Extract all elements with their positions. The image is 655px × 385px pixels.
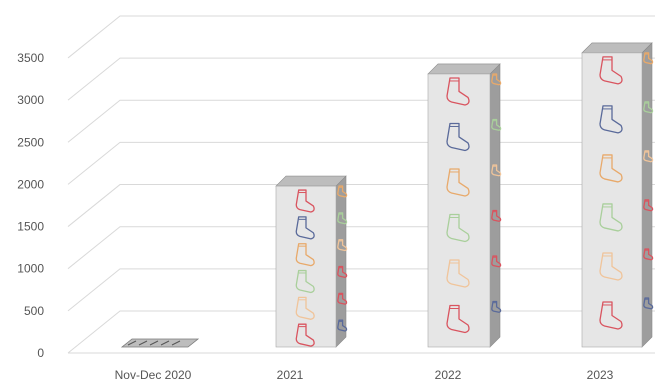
sock-icon <box>491 118 502 131</box>
gridline <box>67 141 655 185</box>
sock-icon <box>337 212 348 225</box>
gridline <box>67 184 655 227</box>
y-tick-label: 0 <box>37 346 44 360</box>
sock-icon <box>337 239 348 252</box>
x-category-label: 2023 <box>587 368 614 382</box>
x-category-label: Nov-Dec 2020 <box>115 368 192 382</box>
y-tick-label: 500 <box>24 304 44 318</box>
sock-icon <box>446 168 470 197</box>
sock-icon <box>337 319 348 332</box>
sock-icon <box>446 304 470 334</box>
sock-icon <box>491 164 502 177</box>
bar <box>120 338 200 348</box>
sock-icon <box>337 265 348 278</box>
sock-icon <box>337 292 348 305</box>
sock-icon <box>643 150 654 163</box>
sock-icon <box>491 255 502 268</box>
sock-icon <box>599 203 623 232</box>
sock-icon <box>643 297 654 310</box>
sock-icon <box>643 199 654 212</box>
gridline <box>67 15 655 59</box>
sock-icon <box>599 105 623 134</box>
y-tick-label: 3500 <box>17 51 44 65</box>
sock-icon <box>446 77 470 106</box>
sock-icon <box>446 213 470 243</box>
sock-icon <box>295 296 315 320</box>
gridline <box>67 268 655 312</box>
bar <box>275 175 348 348</box>
bars <box>120 42 654 348</box>
x-category-label: 2022 <box>435 368 462 382</box>
sock-icon <box>599 252 623 281</box>
sock-icon <box>295 216 315 240</box>
y-tick-label: 3000 <box>17 93 44 107</box>
gridline <box>67 226 655 270</box>
sock-icon <box>446 122 470 152</box>
y-axis-ticks: 0 500 1000 1500 2000 2500 3000 3500 <box>17 51 44 360</box>
y-tick-label: 1000 <box>17 262 44 276</box>
sock-icon <box>599 154 623 183</box>
sock-icon <box>599 301 623 330</box>
gridline <box>67 57 655 101</box>
y-tick-label: 2000 <box>17 177 44 191</box>
sock-icon <box>491 300 502 313</box>
sock-icon <box>599 56 623 85</box>
bar <box>427 63 502 348</box>
sock-icon <box>295 269 315 294</box>
y-tick-label: 1500 <box>17 220 44 234</box>
y-tick-label: 2500 <box>17 135 44 149</box>
sock-icon <box>491 73 502 86</box>
sock-icon <box>643 52 654 65</box>
sock-icon <box>643 248 654 261</box>
sock-icon <box>491 209 502 222</box>
sock-icon <box>643 101 654 114</box>
gridlines <box>67 15 655 354</box>
sock-icon <box>295 323 315 347</box>
bar <box>581 42 654 348</box>
gridline <box>67 99 655 143</box>
x-axis-categories: Nov-Dec 2020 2021 2022 2023 <box>115 368 614 382</box>
x-category-label: 2021 <box>277 368 304 382</box>
sock-icon <box>337 185 348 198</box>
sock-icon <box>446 259 470 288</box>
sock-icon <box>295 243 315 267</box>
sock-icon <box>295 189 315 213</box>
